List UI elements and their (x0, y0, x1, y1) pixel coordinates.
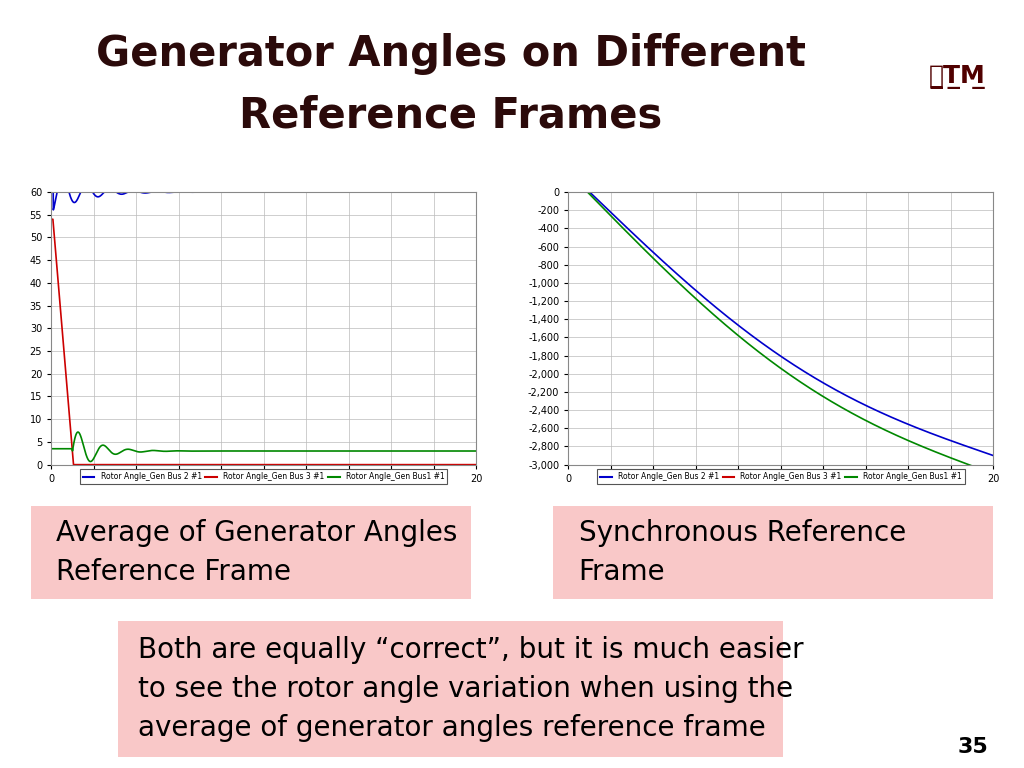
FancyBboxPatch shape (553, 506, 993, 599)
Text: Reference Frames: Reference Frames (239, 94, 663, 136)
FancyBboxPatch shape (31, 506, 471, 599)
Text: Generator Angles on Different: Generator Angles on Different (95, 33, 806, 74)
Text: 35: 35 (957, 737, 988, 757)
FancyBboxPatch shape (118, 621, 783, 757)
Text: 🅐̲T̲M̲: 🅐̲T̲M̲ (929, 65, 986, 89)
Text: Average of Generator Angles
Reference Frame: Average of Generator Angles Reference Fr… (56, 519, 458, 586)
Text: Both are equally “correct”, but it is much easier
to see the rotor angle variati: Both are equally “correct”, but it is mu… (138, 636, 804, 742)
Text: Synchronous Reference
Frame: Synchronous Reference Frame (579, 519, 906, 586)
Legend: Rotor Angle_Gen Bus 2 #1, Rotor Angle_Gen Bus 3 #1, Rotor Angle_Gen Bus1 #1: Rotor Angle_Gen Bus 2 #1, Rotor Angle_Ge… (80, 469, 447, 485)
Legend: Rotor Angle_Gen Bus 2 #1, Rotor Angle_Gen Bus 3 #1, Rotor Angle_Gen Bus1 #1: Rotor Angle_Gen Bus 2 #1, Rotor Angle_Ge… (597, 469, 965, 485)
